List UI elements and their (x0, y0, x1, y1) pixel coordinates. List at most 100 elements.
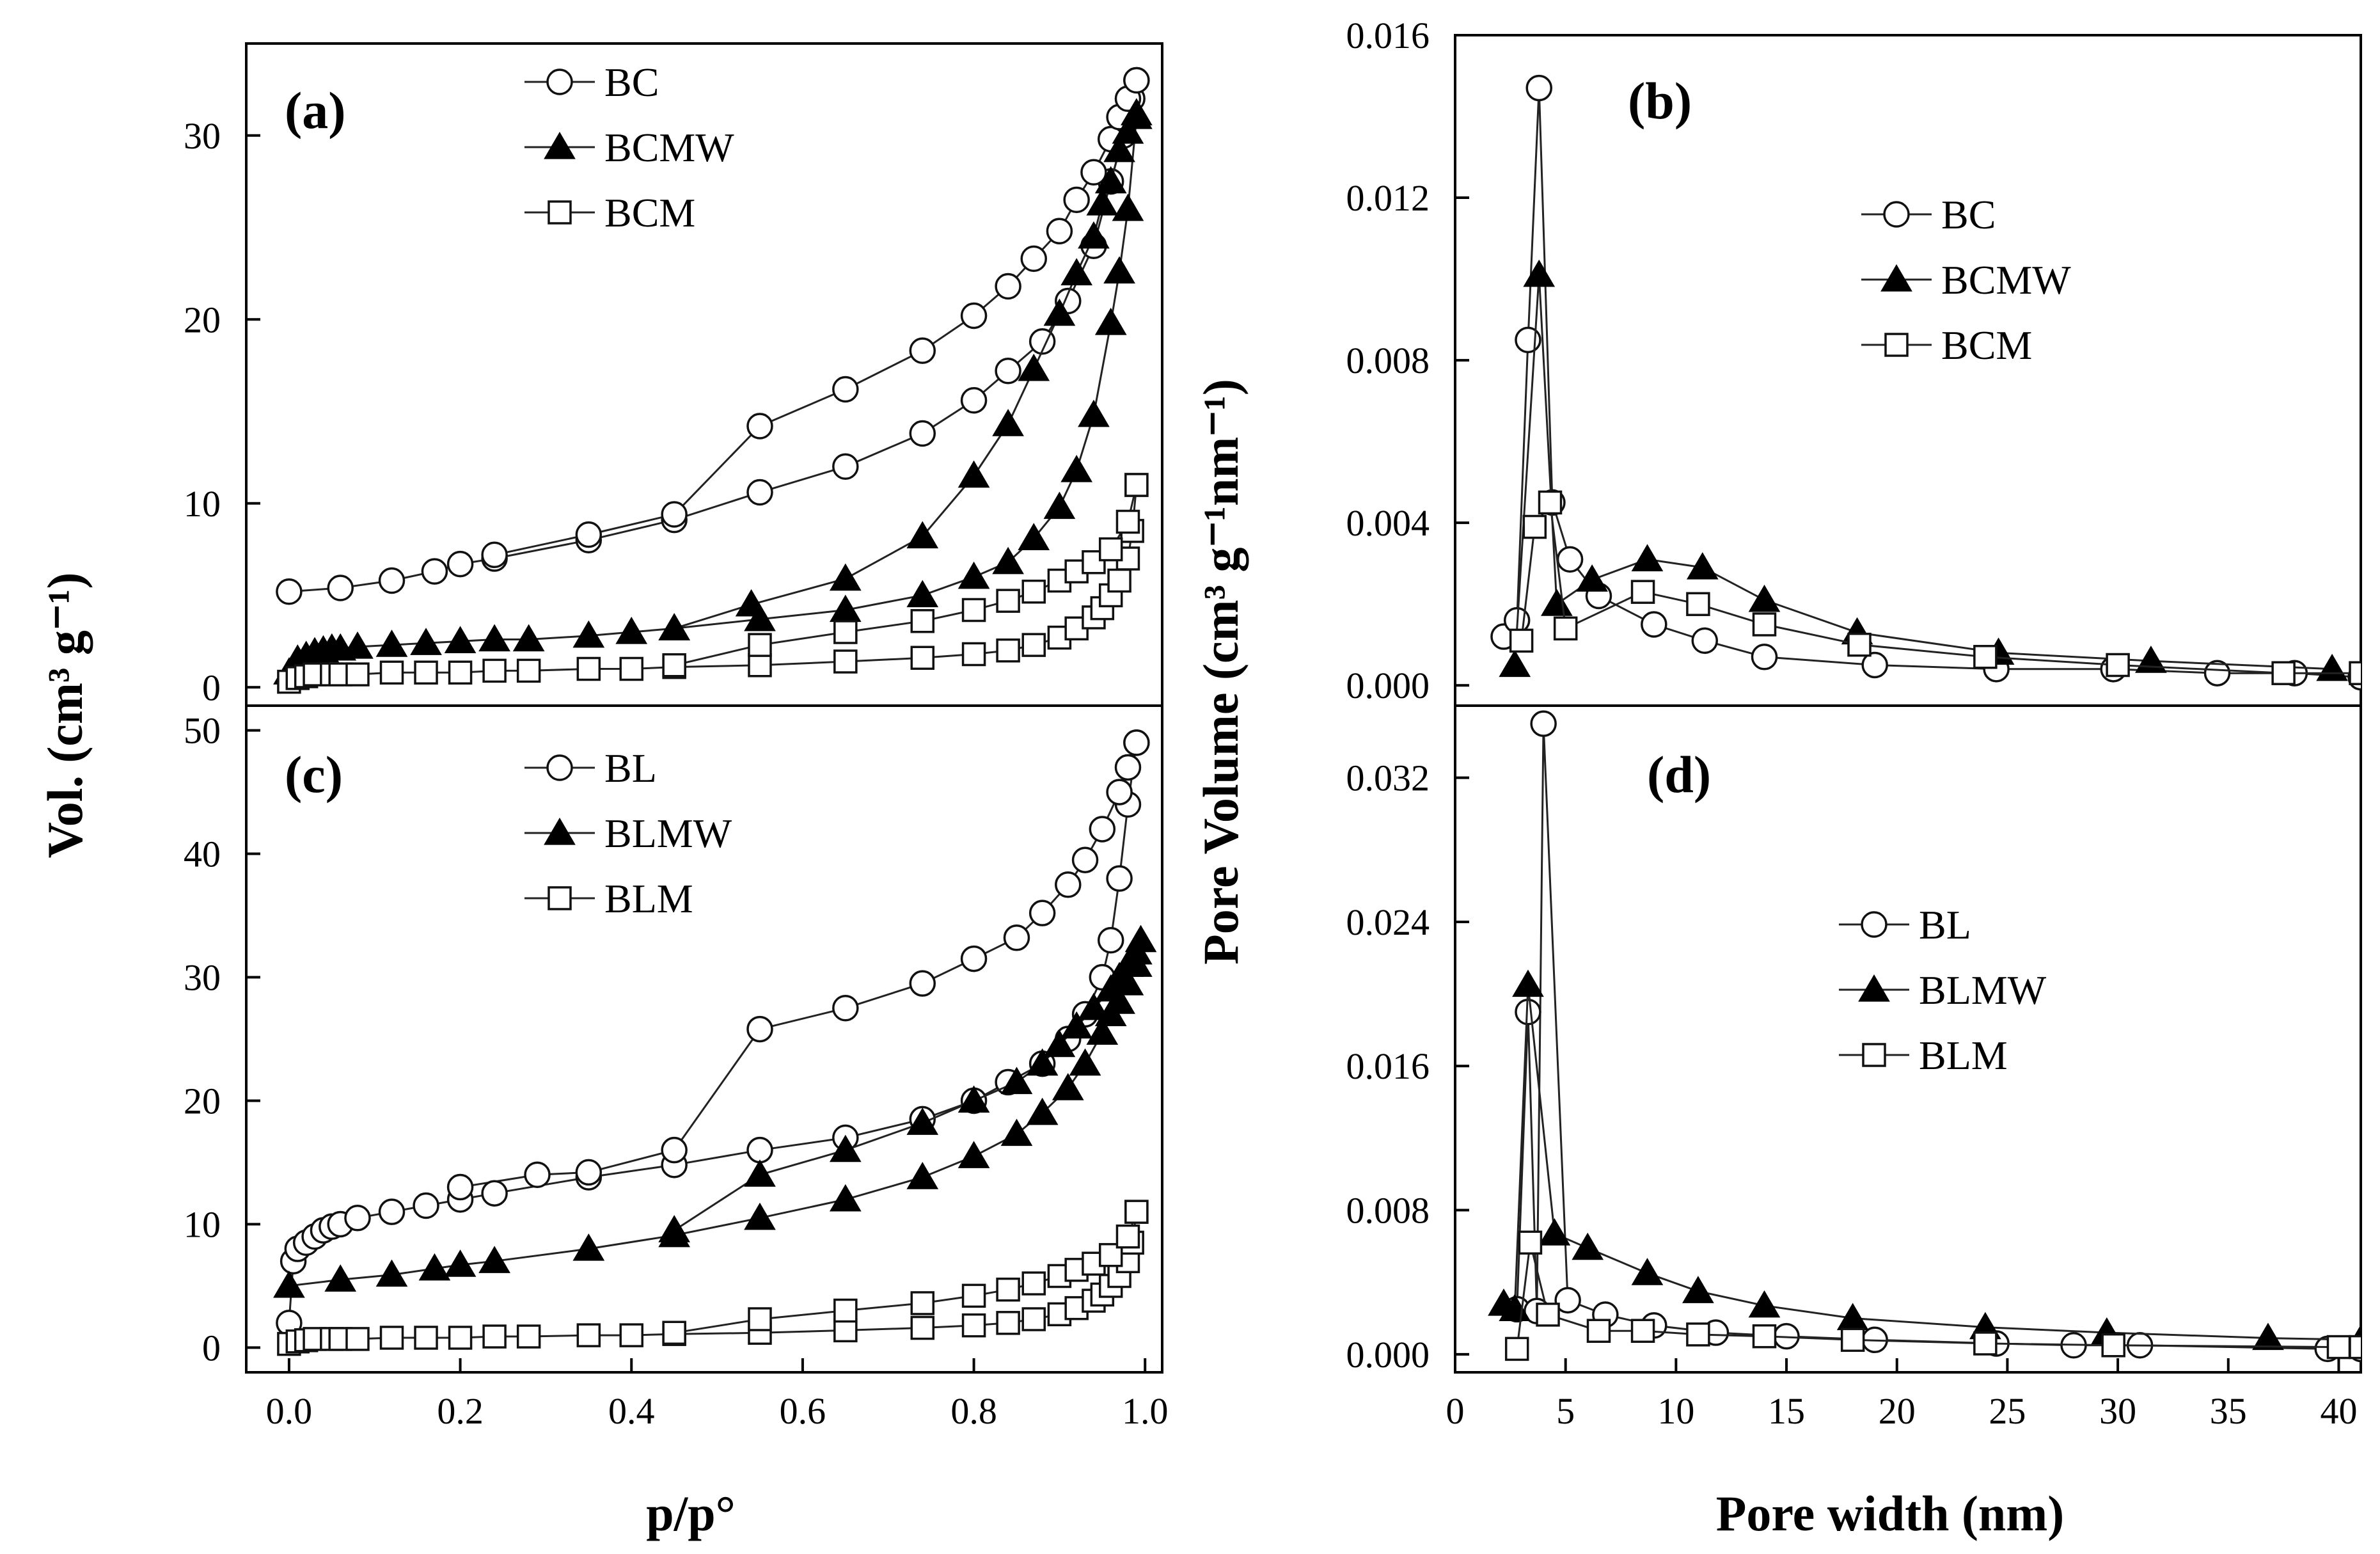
legend-marker (1858, 974, 1890, 1002)
data-point (748, 633, 772, 657)
data-point (1523, 259, 1556, 287)
y-tick-label: 20 (184, 1080, 221, 1122)
x-axis-title-right: Pore width (nm) (1716, 1486, 2065, 1541)
data-point (1518, 1230, 1543, 1255)
data-point (448, 1326, 473, 1350)
data-point (996, 1277, 1020, 1302)
data-point (2252, 1322, 2284, 1351)
legend-label: BC (604, 59, 659, 105)
y-tick-label: 40 (184, 834, 221, 875)
plot-area (273, 67, 1153, 694)
data-point (448, 660, 473, 685)
data-point (1530, 710, 1557, 737)
legend-label: BCMW (1941, 257, 2071, 303)
data-point (1973, 1331, 1998, 1356)
data-point (1078, 399, 1110, 427)
series-BCM (277, 473, 1149, 694)
data-point (1060, 258, 1093, 285)
series-BC (1490, 74, 2361, 691)
data-point (1052, 1073, 1084, 1100)
data-point (1576, 564, 1608, 592)
data-point (1541, 589, 1573, 616)
data-point (1512, 969, 1544, 997)
data-point (516, 658, 541, 683)
data-point (960, 387, 988, 414)
data-point (516, 1324, 541, 1349)
data-point (735, 589, 768, 617)
data-point (615, 617, 648, 644)
y-tick-label: 0.008 (1346, 340, 1430, 381)
data-point (1556, 546, 1584, 573)
data-point (910, 646, 935, 670)
x-tick-label: 25 (1989, 1390, 2026, 1432)
data-point (1069, 1048, 1101, 1076)
data-point (1691, 627, 1719, 654)
data-point (1686, 592, 1710, 616)
data-point (658, 1215, 690, 1242)
data-point (1123, 729, 1150, 756)
data-point (2203, 660, 2231, 686)
data-point (1026, 1048, 1059, 1076)
data-point (748, 653, 772, 678)
data-point (1115, 1224, 1140, 1249)
legend-marker (1861, 911, 1887, 938)
data-point (1840, 1328, 1865, 1352)
legend-label: BCM (604, 190, 695, 235)
legend: BC BCMW BCM (1861, 192, 2071, 368)
series-BCM (1509, 490, 2361, 685)
data-point (1538, 490, 1563, 515)
series-line (494, 79, 1138, 556)
data-point (1026, 1097, 1059, 1125)
data-point (1086, 188, 1119, 216)
data-point (418, 1253, 451, 1281)
data-point (661, 1136, 688, 1164)
data-point (1018, 523, 1050, 550)
data-point (342, 631, 374, 659)
data-point (996, 589, 1020, 613)
data-point (276, 578, 303, 605)
panel-label: (c) (285, 745, 343, 804)
data-point (832, 995, 859, 1022)
data-point (1094, 308, 1127, 335)
legend-item: BLM (1839, 1033, 2008, 1078)
data-point (1000, 1066, 1033, 1095)
legend-label: BLMW (1919, 967, 2047, 1013)
data-point (832, 453, 859, 480)
data-point (1752, 1324, 1777, 1349)
x-tick-label: 0.4 (608, 1390, 655, 1432)
data-point (1861, 651, 1888, 679)
data-point (909, 420, 936, 447)
x-tick-label: 10 (1657, 1390, 1694, 1432)
data-point (444, 1249, 477, 1277)
data-point (958, 1141, 990, 1168)
data-point (746, 1136, 773, 1164)
data-point (829, 1184, 862, 1212)
data-point (961, 598, 986, 622)
data-point (619, 1323, 643, 1347)
data-point (1748, 584, 1781, 612)
data-point (906, 521, 939, 549)
legend-marker (1883, 201, 1910, 228)
data-point (1086, 1017, 1119, 1045)
data-point (961, 1283, 986, 1308)
panel-label: (d) (1647, 745, 1711, 804)
data-point (744, 603, 776, 631)
panel-label: (b) (1628, 72, 1692, 130)
data-point (996, 1311, 1020, 1335)
data-point (446, 550, 474, 578)
series-BCMW (1499, 259, 2348, 681)
legend: BL BLMW BLM (524, 745, 732, 921)
data-point (444, 626, 477, 653)
data-point (273, 1270, 305, 1298)
panel-a: 0 10 20 30 (a) BC BCMW BCM (184, 42, 1163, 708)
data-point (1060, 455, 1093, 482)
data-point (1630, 1319, 1655, 1343)
data-point (421, 558, 448, 585)
data-point (1631, 544, 1664, 571)
legend-item: BCM (524, 190, 695, 235)
data-point (572, 1233, 605, 1261)
data-point (379, 660, 404, 685)
data-point (746, 413, 773, 440)
data-point (832, 376, 859, 403)
data-point (910, 1291, 935, 1315)
